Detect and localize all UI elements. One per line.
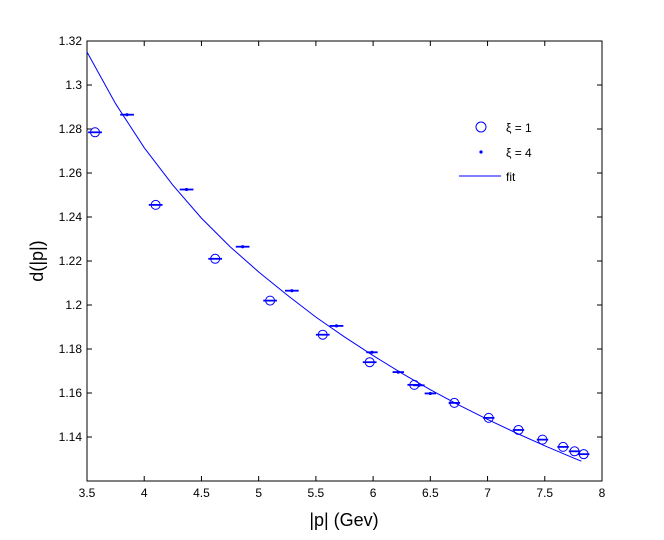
xi-1-point xyxy=(513,424,524,435)
y-tick-label: 1.22 xyxy=(59,254,83,268)
plot-area xyxy=(86,40,603,482)
xi-1-point xyxy=(210,253,221,264)
xi-4-point xyxy=(290,289,294,293)
x-tick-label: 6.5 xyxy=(422,486,439,500)
x-tick-label: 5 xyxy=(255,486,262,500)
x-tick-label: 4.5 xyxy=(193,486,210,500)
x-axis-label: |p| (Gev) xyxy=(309,510,378,530)
fit-series xyxy=(86,51,582,462)
xi-4-point xyxy=(428,391,432,396)
xi-1-point xyxy=(265,295,276,306)
legend-label-xi-4: ξ = 4 xyxy=(506,146,532,160)
y-tick-label: 1.14 xyxy=(59,430,83,444)
fit-line xyxy=(86,51,582,462)
xi-1-point xyxy=(364,357,375,368)
x-axis-ticks: 3.5 4 4.5 5 5.5 6 6.5 7 7.5 8 xyxy=(79,41,606,500)
y-tick-label: 1.16 xyxy=(59,386,83,400)
xi-1-point xyxy=(317,329,328,340)
xi-1-point xyxy=(90,127,101,138)
x-tick-label: 3.5 xyxy=(79,486,96,500)
y-tick-label: 1.2 xyxy=(65,298,82,312)
y-axis-ticks: 1.14 1.16 1.18 1.2 1.22 1.24 1.26 1.28 1.3 1.32 xyxy=(59,34,602,444)
x-tick-label: 8 xyxy=(599,486,606,500)
y-tick-label: 1.28 xyxy=(59,122,83,136)
xi-1-point xyxy=(150,199,161,210)
xi-1-series xyxy=(88,127,590,460)
legend-label-xi-1: ξ = 1 xyxy=(506,121,532,135)
legend-circle-marker xyxy=(475,121,487,133)
xi-1-point xyxy=(483,412,494,423)
xi-1-point xyxy=(558,441,569,452)
xi-1-point xyxy=(537,434,548,445)
xi-4-point xyxy=(417,383,421,387)
y-tick-label: 1.18 xyxy=(59,342,83,356)
x-tick-label: 4 xyxy=(141,486,148,500)
xi-4-series xyxy=(120,113,437,396)
x-tick-label: 5.5 xyxy=(308,486,325,500)
xi-4-point xyxy=(184,187,189,192)
y-tick-label: 1.24 xyxy=(59,210,83,224)
xi-4-point xyxy=(396,370,400,374)
legend-label-fit: fit xyxy=(506,170,516,184)
x-tick-label: 7 xyxy=(484,486,491,500)
legend-dot-marker xyxy=(479,150,483,154)
xi-1-point xyxy=(449,397,460,408)
y-axis-label: d(|p|) xyxy=(27,240,47,281)
xi-1-point xyxy=(569,446,580,457)
y-tick-label: 1.26 xyxy=(59,166,83,180)
x-tick-label: 7.5 xyxy=(536,486,553,500)
y-tick-label: 1.32 xyxy=(59,34,83,48)
xi-4-point xyxy=(334,324,339,328)
x-tick-label: 6 xyxy=(370,486,377,500)
xi-1-point xyxy=(578,449,589,460)
xi-4-point xyxy=(370,350,374,354)
xi-4-point xyxy=(125,113,129,117)
legend: ξ = 1 ξ = 4 fit xyxy=(459,121,532,184)
xi-4-point xyxy=(241,245,245,249)
y-tick-label: 1.3 xyxy=(65,78,82,92)
